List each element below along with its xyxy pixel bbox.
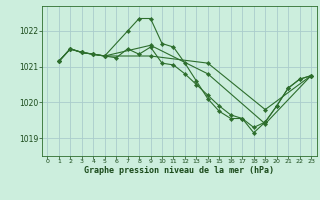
X-axis label: Graphe pression niveau de la mer (hPa): Graphe pression niveau de la mer (hPa) — [84, 166, 274, 175]
